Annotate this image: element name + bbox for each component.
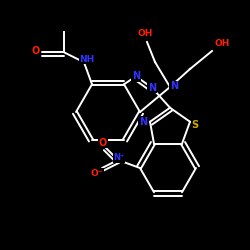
Text: N: N <box>132 71 140 81</box>
Text: OH: OH <box>137 28 153 38</box>
Text: O: O <box>32 46 40 56</box>
Text: N: N <box>139 117 147 127</box>
Text: N⁺: N⁺ <box>113 154 125 162</box>
Text: OH: OH <box>214 38 230 48</box>
Text: S: S <box>192 120 198 130</box>
Text: O: O <box>99 138 107 148</box>
Text: O⁻: O⁻ <box>91 168 103 177</box>
Text: N: N <box>170 81 178 91</box>
Text: NH: NH <box>80 55 94 64</box>
Text: N: N <box>148 83 156 93</box>
